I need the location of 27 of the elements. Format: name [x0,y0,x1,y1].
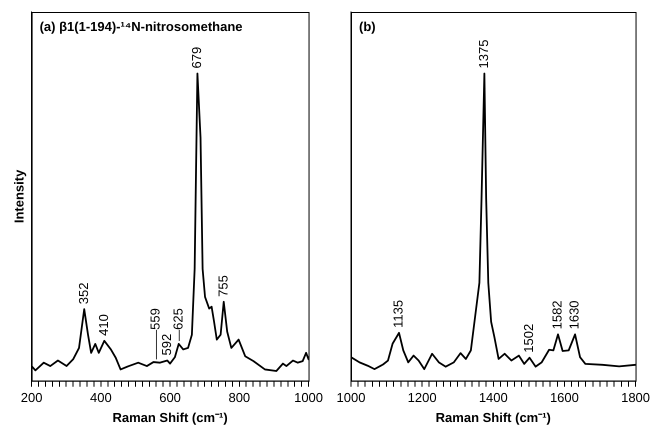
x-tick-label: 1200 [408,390,437,406]
x-axis-title: Raman Shift (cm⁻¹) [112,410,228,425]
annotation: 1135 [390,300,406,328]
y-axis-title: Intensity [11,168,26,224]
x-tick-label: 1000 [336,390,366,406]
annotation: 410 [96,314,111,336]
x-tick-label: 1600 [550,390,579,406]
annotation: 592 [158,334,174,356]
x-tick-label: 600 [159,390,181,406]
annotation: 755 [215,275,230,297]
annotation: 352 [76,282,91,304]
x-tick-label: 1000 [294,390,323,406]
x-tick-label: 1400 [478,390,508,406]
annotation: 1582 [550,300,565,330]
chart-title: (a) β1(1-194)-¹⁴N-nitrosomethane [40,19,242,34]
x-tick-label: 200 [20,390,42,406]
annotation: 625 [170,308,186,330]
annotation: 679 [188,46,204,68]
annotation: 559 [147,308,162,330]
x-tick-label: 400 [90,390,112,406]
x-axis-title: Raman Shift (cm⁻¹) [436,410,551,425]
annotation: 1630 [566,300,582,330]
x-tick-label: 800 [228,390,250,406]
annotation: 1375 [476,40,491,68]
annotation: 1502 [521,324,536,353]
chart-title: (b) [359,19,376,34]
x-tick-label: 1800 [621,390,650,406]
